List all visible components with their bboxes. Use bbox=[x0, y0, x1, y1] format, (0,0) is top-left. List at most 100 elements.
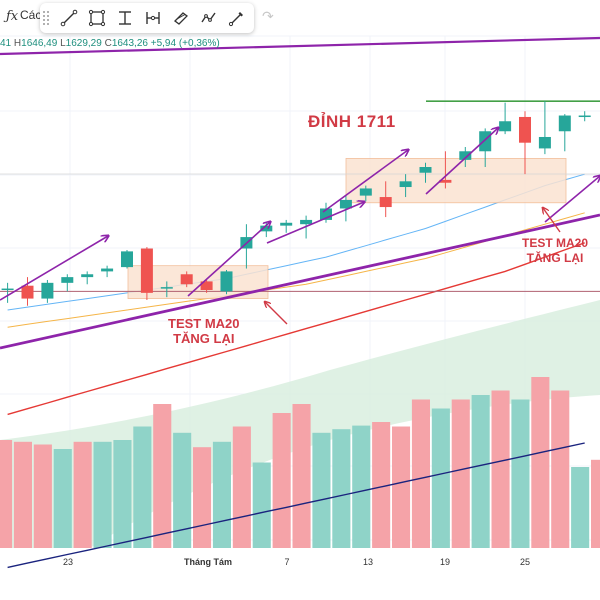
candle-body bbox=[359, 188, 372, 196]
volume-bar bbox=[272, 413, 291, 548]
candle-body bbox=[578, 115, 591, 118]
volume-bar bbox=[571, 467, 590, 548]
measure-icon[interactable] bbox=[141, 6, 165, 30]
volume-bar bbox=[232, 426, 251, 548]
candle-body bbox=[1, 288, 14, 291]
trend-arrow bbox=[187, 222, 270, 297]
annotation-arrow bbox=[543, 208, 561, 233]
candle-body bbox=[81, 274, 94, 278]
ma-line-ma20 bbox=[7, 173, 585, 311]
ma-line-ma200 bbox=[7, 442, 585, 569]
candle-body bbox=[200, 281, 213, 290]
rectangle-icon[interactable] bbox=[85, 6, 109, 30]
brush-icon[interactable] bbox=[225, 6, 249, 30]
volume-bar bbox=[471, 395, 490, 548]
trend-arrow bbox=[425, 128, 498, 195]
x-tick-label: 25 bbox=[519, 557, 531, 567]
x-tick-label: Tháng Tám bbox=[183, 557, 233, 567]
volume-bar bbox=[252, 462, 271, 548]
low-value: 1629,29 bbox=[65, 38, 102, 49]
candle-body bbox=[419, 167, 432, 173]
volume-bar bbox=[312, 432, 331, 548]
volume-bar bbox=[153, 404, 172, 548]
test-ma20-annotation-1[interactable]: TEST MA20 TĂNG LẠI bbox=[168, 316, 240, 346]
high-label: H bbox=[13, 38, 22, 49]
volume-bar bbox=[392, 426, 411, 548]
trend-arrow bbox=[322, 150, 408, 213]
wave-pattern-icon[interactable] bbox=[197, 6, 221, 30]
candlesticks bbox=[1, 101, 591, 306]
candle-body bbox=[41, 282, 54, 299]
volume-bar bbox=[0, 440, 13, 548]
candle-body bbox=[101, 268, 114, 272]
close-value: 1643,26 bbox=[111, 38, 148, 49]
high-value: 1646,49 bbox=[21, 38, 58, 49]
candle-body bbox=[320, 208, 332, 220]
candle-body bbox=[140, 248, 153, 293]
test-ma20-line1: TEST MA20 bbox=[522, 236, 589, 250]
candle-body bbox=[300, 219, 313, 225]
volume-bar bbox=[451, 399, 470, 548]
test-ma20-annotation-2[interactable]: TEST MA20 TĂNG LẠI bbox=[522, 236, 588, 266]
volume-bar bbox=[292, 404, 311, 548]
candle-body bbox=[339, 199, 352, 209]
volume-bar bbox=[33, 444, 52, 548]
x-tick-label: 23 bbox=[62, 557, 74, 567]
volume-bar bbox=[491, 390, 510, 548]
drag-handle-icon[interactable] bbox=[43, 11, 51, 25]
support-zones bbox=[127, 158, 567, 299]
trend-line-icon[interactable] bbox=[57, 6, 81, 30]
x-tick-label: 19 bbox=[439, 557, 451, 567]
fib-channel-icon[interactable] bbox=[169, 6, 193, 30]
support-zone-2 bbox=[345, 158, 567, 204]
candle-body bbox=[280, 222, 293, 226]
open-value: 41 bbox=[0, 38, 12, 49]
candle-body bbox=[519, 116, 531, 143]
support-trendline bbox=[0, 213, 600, 350]
indicator-label[interactable]: Các bbox=[20, 8, 42, 22]
annotation-arrow bbox=[265, 302, 288, 325]
volume-bar bbox=[511, 399, 530, 548]
trend-arrow bbox=[266, 202, 364, 244]
volume-bar bbox=[113, 440, 132, 548]
volume-bar bbox=[73, 441, 92, 548]
x-tick-label: 7 bbox=[284, 557, 290, 567]
test-ma20-line2: TĂNG LẠI bbox=[526, 251, 584, 265]
candle-body bbox=[180, 274, 193, 285]
trend-lines[interactable] bbox=[0, 36, 600, 350]
volume-bar bbox=[173, 432, 192, 548]
tool-panel bbox=[40, 3, 254, 33]
volume-bar bbox=[93, 441, 112, 548]
volume-bar bbox=[352, 425, 371, 548]
volume-bar bbox=[372, 422, 391, 548]
moving-averages bbox=[7, 173, 585, 569]
low-label: L bbox=[60, 38, 66, 49]
candle-body bbox=[399, 181, 412, 188]
volume-bar bbox=[411, 399, 430, 548]
candle-body bbox=[379, 197, 392, 208]
redo-icon[interactable]: ↷ bbox=[262, 8, 274, 24]
test-ma20-line1: TEST MA20 bbox=[168, 316, 240, 331]
candle-body bbox=[220, 271, 233, 292]
drawing-arrows[interactable] bbox=[0, 128, 600, 325]
candle-body bbox=[558, 115, 571, 132]
text-icon[interactable] bbox=[113, 6, 137, 30]
trend-arrow bbox=[544, 176, 600, 223]
volume-bar bbox=[591, 459, 600, 548]
candle-body bbox=[439, 179, 452, 183]
peak-annotation[interactable]: ĐỈNH 1711 bbox=[308, 112, 396, 131]
candle-body bbox=[160, 287, 173, 289]
volume-bar bbox=[13, 441, 32, 548]
fx-icon[interactable]: ƒx bbox=[6, 9, 19, 24]
volume-bar bbox=[531, 377, 550, 548]
volume-bars bbox=[0, 377, 600, 548]
trend-arrow bbox=[0, 236, 108, 301]
volume-bar bbox=[212, 441, 231, 548]
volume-bar bbox=[133, 426, 152, 548]
upper-trendline bbox=[0, 36, 600, 56]
volume-bar bbox=[431, 408, 450, 548]
candle-body bbox=[459, 151, 472, 160]
change-value: +5,94 (+0,36%) bbox=[150, 38, 220, 49]
candle-body bbox=[499, 121, 512, 132]
